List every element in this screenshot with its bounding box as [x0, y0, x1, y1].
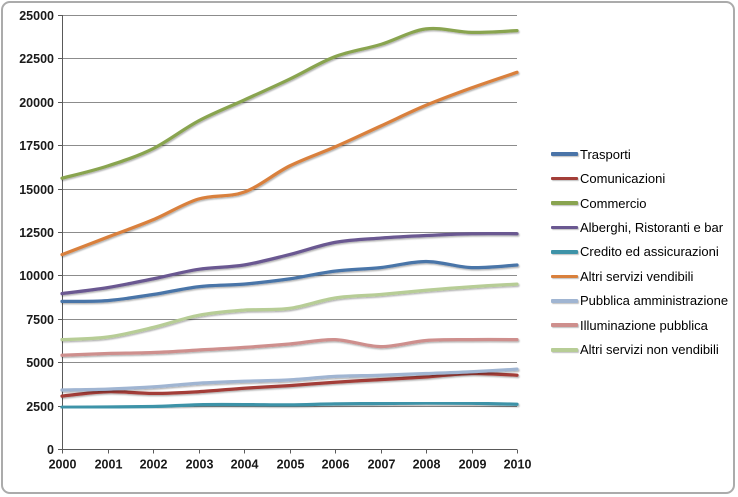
x-axis-label: 2001	[95, 458, 123, 472]
legend-swatch-credito-ed-assicurazioni	[551, 250, 578, 254]
y-axis-label: 10000	[19, 269, 54, 283]
legend-swatch-alberghi-ristoranti-e-bar	[551, 225, 578, 230]
series-line-altri-servizi-non-vendibili[interactable]	[60, 282, 519, 342]
y-axis-label: 15000	[19, 183, 54, 197]
legend-swatch-commercio	[551, 201, 578, 205]
x-axis-label: 2002	[140, 458, 168, 472]
plot-area: 0 2500 5000 7500 10000 12500 15000 17500 20000 22…	[19, 9, 532, 472]
legend-item-alberghi-ristoranti-e-bar[interactable]: Alberghi, Ristoranti e bar	[551, 215, 737, 239]
legend-item-credito-ed-assicurazioni[interactable]: Credito ed assicurazioni	[551, 240, 737, 264]
series-line-commercio[interactable]	[60, 26, 519, 180]
y-axis-label: 7500	[26, 313, 54, 327]
x-axis-label: 2005	[277, 458, 305, 472]
legend-swatch-pubblica-amministrazione	[551, 299, 578, 303]
x-axis-label: 2010	[504, 458, 532, 472]
x-axis-label: 2000	[49, 458, 77, 472]
legend-label: Commercio	[580, 195, 647, 211]
legend-label: Credito ed assicurazioni	[580, 244, 719, 260]
legend-swatch-altri-servizi-vendibili	[551, 274, 578, 279]
legend-label: Pubblica amministrazione	[580, 293, 729, 309]
legend-label: Comunicazioni	[580, 171, 666, 187]
legend-label: Altri servizi vendibili	[580, 268, 694, 284]
legend-label: Alberghi, Ristoranti e bar	[580, 220, 724, 236]
series-line-alberghi-ristoranti-e-bar[interactable]	[60, 231, 519, 296]
y-axis-label: 12500	[19, 226, 54, 240]
x-axis-label: 2006	[322, 458, 350, 472]
x-axis-label: 2008	[413, 458, 441, 472]
legend-label: Altri servizi non vendibili	[580, 342, 719, 358]
y-axis-label: 2500	[26, 400, 54, 414]
series-line-credito-ed-assicurazioni[interactable]	[60, 401, 519, 409]
legend-item-altri-servizi-vendibili[interactable]: Altri servizi vendibili	[551, 264, 737, 288]
legend-swatch-illuminazione-pubblica	[551, 323, 578, 328]
y-axis-label: 17500	[19, 139, 54, 153]
x-axis-label: 2003	[186, 458, 214, 472]
legend-item-trasporti[interactable]: Trasporti	[551, 142, 737, 166]
series-line-comunicazioni[interactable]	[60, 371, 519, 398]
x-axis-label: 2004	[231, 458, 259, 472]
legend-label: Trasporti	[580, 146, 631, 162]
legend-item-illuminazione-pubblica[interactable]: Illuminazione pubblica	[551, 313, 737, 337]
y-axis-label: 5000	[26, 356, 54, 370]
series-line-illuminazione-pubblica[interactable]	[60, 337, 519, 357]
legend-swatch-comunicazioni	[551, 176, 578, 181]
series-line-altri-servizi-vendibili[interactable]	[60, 70, 519, 257]
x-axis-label: 2009	[459, 458, 487, 472]
legend-item-comunicazioni[interactable]: Comunicazioni	[551, 166, 737, 190]
y-axis-label: 20000	[19, 96, 54, 110]
y-axis-label: 22500	[19, 52, 54, 66]
legend-item-altri-servizi-non-vendibili[interactable]: Altri servizi non vendibili	[551, 338, 737, 362]
y-axis-label: 0	[47, 443, 54, 457]
legend-item-pubblica-amministrazione[interactable]: Pubblica amministrazione	[551, 289, 737, 313]
legend-item-commercio[interactable]: Commercio	[551, 191, 737, 215]
series-line-trasporti[interactable]	[60, 259, 519, 304]
legend-swatch-trasporti	[551, 152, 578, 157]
legend: Trasporti Comunicazioni Commercio Alberghi,…	[551, 142, 737, 362]
x-axis-label: 2007	[368, 458, 396, 472]
legend-label: Illuminazione pubblica	[580, 317, 708, 333]
y-axis-label: 25000	[19, 9, 54, 23]
series-line-pubblica-amministrazione[interactable]	[60, 367, 519, 392]
legend-swatch-altri-servizi-non-vendibili	[551, 347, 578, 352]
